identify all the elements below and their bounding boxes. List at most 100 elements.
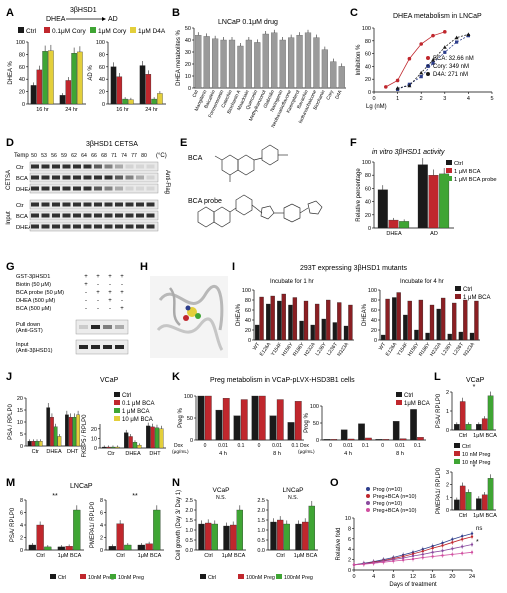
blot-band	[125, 186, 134, 191]
blot-band	[115, 186, 123, 191]
bar	[50, 417, 54, 447]
y-tick-label: 0	[348, 568, 351, 574]
legend-swatch	[426, 56, 430, 60]
blot-band	[73, 164, 81, 169]
chart-l-psa: 0 1 2 PSA/ RPLP0 Ctrl 1μM BCA *	[436, 384, 497, 439]
legend-swatch	[366, 508, 370, 512]
condition-label: BCA (500 μM)	[16, 306, 51, 312]
legend-label: 10 nM Preg	[462, 460, 490, 466]
bar	[198, 523, 205, 551]
x-tick-label: 4	[467, 96, 470, 102]
y-tick-label: 60	[365, 52, 371, 58]
legend-label: 1μM BCA	[404, 401, 430, 407]
condition-sign: +	[84, 282, 88, 288]
blot-band	[41, 175, 50, 180]
x-tick-label: H232A	[429, 341, 443, 358]
y-tick-label: 100	[368, 288, 377, 294]
scheme-arrow-head	[102, 17, 106, 21]
series-line	[385, 31, 445, 88]
bar	[382, 439, 390, 441]
chart-m-psa: 0 2 4 6 8 PSA/ RPLP0 Ctrl 1μM BCA ** Ctrl 10nM Pre…	[10, 493, 144, 581]
cetsa-blots: CETSA Ctr BCA DHEA Input Ctr BCA DHEA Anti-Flag	[6, 161, 170, 232]
data-point	[466, 32, 471, 36]
scheme-substrate-label: DHEA	[46, 16, 66, 23]
bar	[65, 414, 69, 447]
dox-value: 0.01	[395, 443, 405, 449]
y-tick-label: 100	[362, 26, 371, 32]
y-tick-label: 60	[245, 308, 251, 314]
chart-c-dose-response: 0 20 40 60 80 100 Inhibition % 0 1 2 3 4 5 Lg (nM) BCA…	[356, 26, 494, 110]
y-tick-label: 2.0	[185, 508, 193, 514]
bar	[262, 33, 269, 89]
bar	[313, 37, 320, 89]
legend-swatch	[276, 574, 282, 579]
bar	[203, 36, 210, 89]
bar	[159, 428, 164, 449]
condition-label: Biotin (50 μM)	[16, 282, 51, 288]
temp-value: 68	[101, 153, 107, 159]
bar	[195, 35, 202, 89]
legend-label: 10 nM Preg	[462, 452, 490, 458]
bar	[399, 221, 410, 229]
dox-unit: (μg/mL)	[172, 449, 189, 455]
blot-band	[41, 213, 50, 218]
x-tick-label: 24	[469, 574, 475, 580]
x-tick-label: Ctrl	[459, 513, 468, 519]
bar	[332, 322, 338, 341]
bar	[259, 296, 264, 341]
chart-i-4hr: 020406080100DHEA%WTE126AY154FH156YR186YH…	[362, 288, 480, 358]
legend-label: 100nM Preg	[246, 575, 275, 581]
blot-band	[31, 224, 39, 229]
blot-band	[31, 202, 39, 207]
x-tick-label: Ctr	[32, 449, 40, 455]
temp-value: 74	[121, 153, 127, 159]
bar	[230, 524, 237, 551]
blot-band	[52, 224, 60, 229]
bar	[205, 522, 212, 551]
bar	[392, 297, 397, 341]
dox-unit: (μg/mL)	[298, 449, 315, 455]
y-tick-label: 8	[20, 498, 23, 504]
y-tick-label: 80	[99, 52, 105, 58]
significance-mark: **	[132, 493, 138, 500]
y-axis-title: FKBP5 / RPLP0	[82, 414, 88, 458]
blot-band	[52, 213, 60, 218]
y-tick-label: 40	[185, 38, 191, 44]
series-line	[397, 34, 469, 89]
bar	[132, 442, 138, 449]
x-tick-label: Ctr	[107, 451, 115, 457]
bar	[447, 333, 452, 341]
blot-band	[83, 213, 92, 218]
y-tick-label: 5	[20, 432, 23, 438]
blot-row-label: Ctr	[16, 165, 24, 171]
panel-letter-f: F	[350, 137, 357, 149]
temp-value: 59	[61, 153, 67, 159]
y-tick-label: 20	[17, 396, 23, 402]
blot-row-label: Ctr	[16, 203, 24, 209]
condition-sign: +	[108, 290, 112, 296]
blot-band	[52, 175, 60, 180]
blot-band	[115, 175, 123, 180]
y-axis-title: Cell growth (Day 3/ Day 1)	[176, 490, 182, 560]
temp-value: 50	[31, 153, 37, 159]
legend-swatch	[454, 459, 460, 464]
x-tick-label: 24 hr	[145, 107, 158, 113]
significance-mark: **	[52, 493, 58, 500]
panel-k-title: Preg metabolism in VCaP-pLVX-HSD3B1 cell…	[210, 377, 355, 384]
bar	[392, 421, 400, 441]
condition-label: BCA probe (50 μM)	[16, 290, 64, 296]
blot-band	[31, 213, 39, 218]
legend-swatch	[44, 27, 50, 33]
y-tick-label: 100	[242, 288, 251, 294]
blot-band	[146, 186, 155, 191]
y-tick-label: 10	[91, 436, 97, 442]
y-tick-label: 6	[100, 511, 103, 517]
legend-label: Preg+BCA (n=10)	[373, 494, 417, 500]
y-tick-label: 10	[17, 420, 23, 426]
x-tick-label: Cory	[325, 89, 335, 101]
blot-band	[41, 164, 50, 169]
y-tick-label: 0	[20, 548, 23, 554]
panel-a-legend: Ctrl 0.1μM Cory 1μM Cory 1μM D4A	[18, 27, 166, 35]
panel-letter-k: K	[172, 371, 180, 383]
